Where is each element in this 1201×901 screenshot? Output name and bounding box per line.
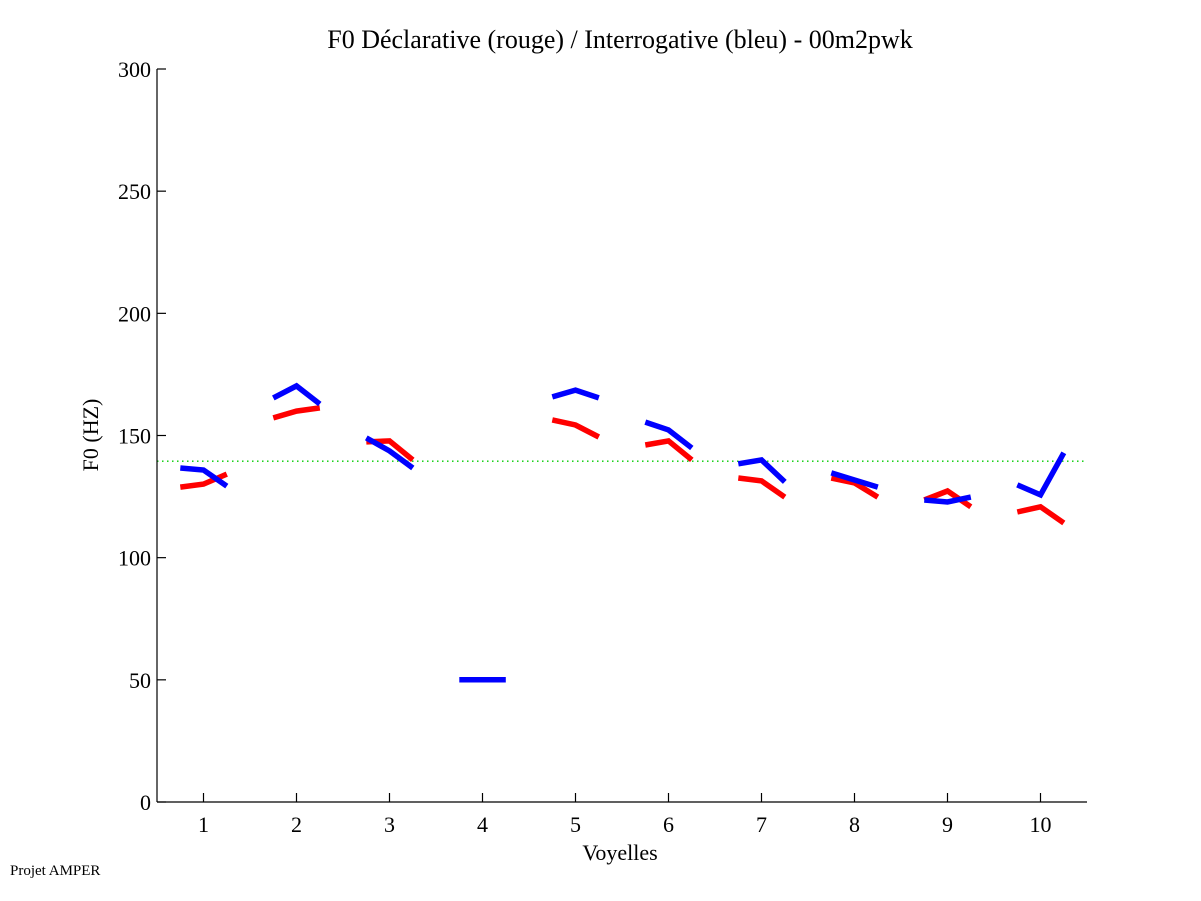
f0-segment-vowel-5 — [551, 387, 600, 401]
f0-segment-vowel-2 — [272, 405, 321, 421]
f0-segment-vowel-2 — [272, 382, 322, 407]
y-tick-label: 150 — [118, 424, 151, 449]
x-tick-label: 6 — [663, 812, 674, 837]
y-tick-label: 50 — [129, 668, 151, 693]
f0-segment-vowel-3 — [364, 435, 415, 471]
x-tick-label: 10 — [1030, 812, 1052, 837]
x-tick-label: 7 — [756, 812, 767, 837]
footer-credit: Projet AMPER — [10, 863, 101, 879]
series-layer — [179, 382, 1067, 683]
axes: 0 50 100 150 200 250 300 1 2 3 4 5 6 7 8 9 10 — [118, 57, 1087, 837]
y-axis-label: F0 (HZ) — [78, 399, 103, 472]
x-tick-label: 4 — [477, 812, 488, 837]
chart-title: F0 Déclarative (rouge) / Interrogative (… — [327, 25, 913, 54]
series-interrogative — [180, 382, 1067, 683]
x-tick-label: 1 — [198, 812, 209, 837]
series-declarative — [179, 405, 1066, 526]
y-tick-label: 250 — [118, 179, 151, 204]
x-tick-label: 8 — [849, 812, 860, 837]
f0-segment-vowel-6 — [644, 419, 694, 451]
f0-segment-vowel-9 — [924, 494, 972, 505]
x-tick-label: 5 — [570, 812, 581, 837]
x-tick-label: 9 — [942, 812, 953, 837]
f0-segment-vowel-8 — [830, 475, 880, 500]
x-tick-label: 2 — [291, 812, 302, 837]
y-tick-label: 200 — [118, 301, 151, 326]
y-tick-label: 100 — [118, 546, 151, 571]
f0-segment-vowel-8 — [830, 470, 879, 490]
f0-segment-vowel-10 — [1016, 451, 1067, 499]
f0-segment-vowel-10 — [1016, 503, 1066, 526]
y-tick-label: 300 — [118, 57, 151, 82]
x-tick-label: 3 — [384, 812, 395, 837]
f0-segment-vowel-7 — [737, 456, 787, 484]
f0-segment-vowel-6 — [644, 437, 694, 463]
y-tick-label: 0 — [140, 790, 151, 815]
f0-segment-vowel-1 — [180, 465, 229, 489]
x-axis-label: Voyelles — [582, 840, 657, 865]
f0-segment-vowel-5 — [551, 417, 601, 440]
f0-segment-vowel-7 — [737, 475, 787, 500]
